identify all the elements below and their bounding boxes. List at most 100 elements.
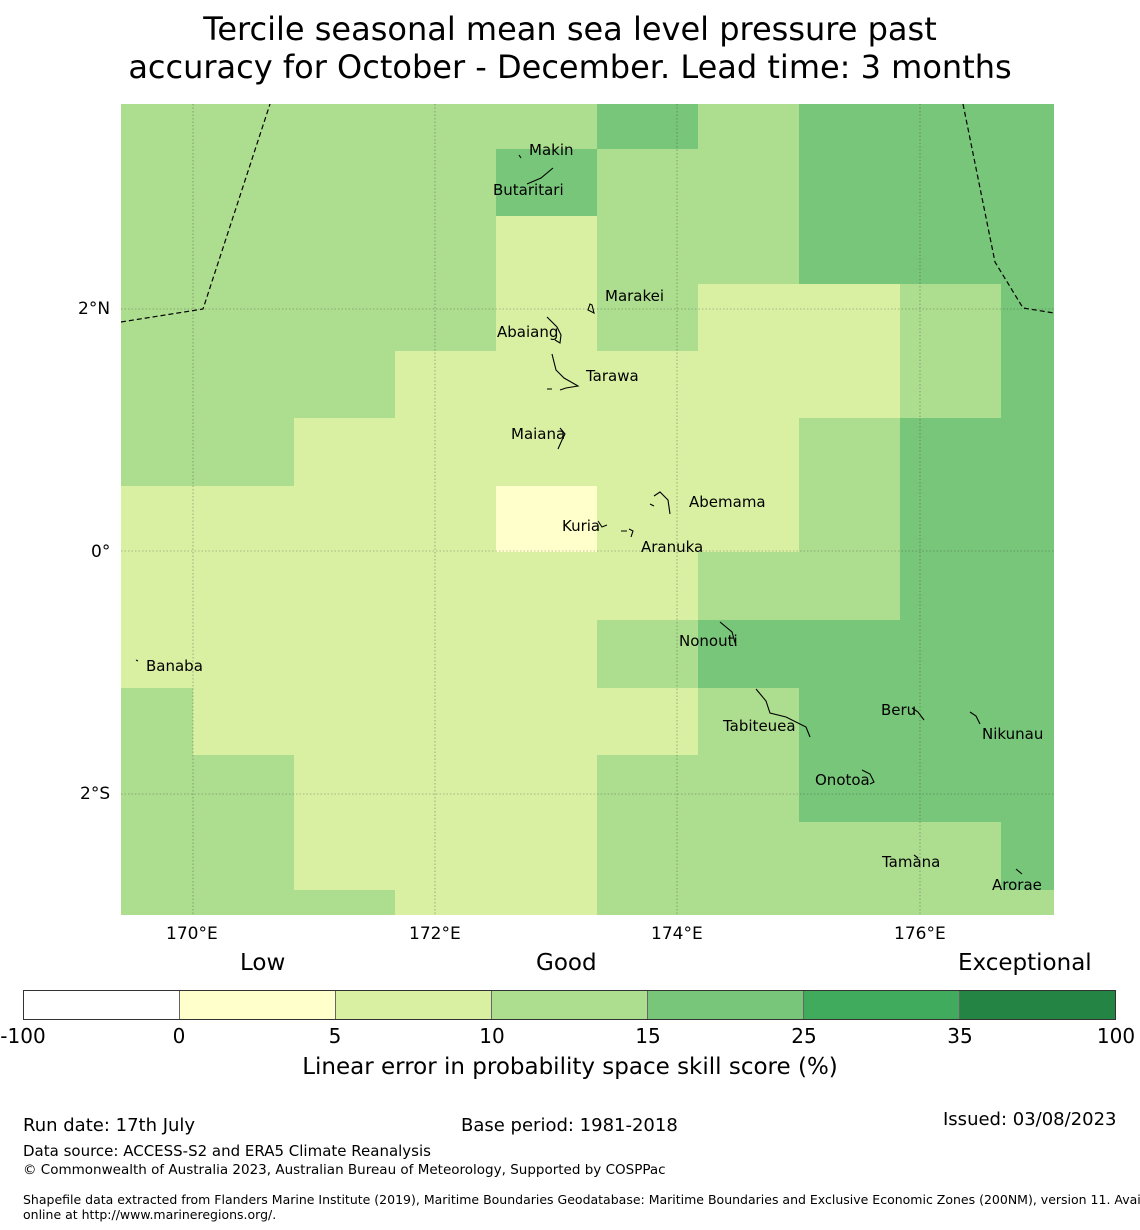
colorbar-tick: 5 (328, 1024, 342, 1048)
skill-cell (121, 486, 193, 552)
skill-cell (193, 822, 294, 890)
skill-cell (900, 688, 1001, 755)
skill-cell (1001, 104, 1054, 149)
skill-cell (698, 351, 799, 418)
colorbar-segment (492, 991, 648, 1019)
skill-cell (395, 104, 496, 149)
skill-cell (294, 620, 395, 688)
island-label-nonouti: Nonouti (679, 632, 738, 650)
map-title: Tercile seasonal mean sea level pressure… (0, 10, 1140, 86)
skill-cell (799, 418, 900, 486)
skill-cell (597, 149, 698, 216)
skill-cell (698, 418, 799, 486)
skill-cell (900, 486, 1001, 552)
shapefile-credit-2: online at http://www.marineregions.org/. (23, 1207, 277, 1222)
skill-cell (121, 284, 193, 351)
maiana-outline (557, 427, 566, 450)
skill-cell (193, 890, 294, 915)
title-line-1: Tercile seasonal mean sea level pressure… (203, 10, 937, 48)
skill-cell (799, 486, 900, 552)
skill-cell (121, 216, 193, 284)
colorbar-tick: 10 (479, 1024, 505, 1048)
skill-cell (193, 688, 294, 755)
skill-cell (1001, 284, 1054, 351)
eez-boundary-east (962, 103, 1055, 314)
island-label-aranuka: Aranuka (641, 538, 703, 556)
skill-cell (597, 351, 698, 418)
skill-cell (597, 216, 698, 284)
colorbar (23, 990, 1116, 1020)
skill-cell (294, 688, 395, 755)
lon-label-176: 176°E (894, 924, 946, 944)
skill-cell (597, 486, 698, 552)
skill-cell (294, 552, 395, 620)
skill-cell (496, 104, 597, 149)
skill-cell (1001, 890, 1054, 915)
island-label-marakei: Marakei (605, 287, 664, 305)
skill-cell (294, 284, 395, 351)
skill-cell (121, 149, 193, 216)
island-label-tarawa: Tarawa (585, 367, 639, 385)
nonouti-outline (719, 621, 737, 647)
skill-cell (900, 755, 1001, 822)
skill-cell (121, 418, 193, 486)
skill-cell (698, 552, 799, 620)
nikunau-outline (969, 711, 981, 725)
island-labels: Makin Butaritari Marakei Abaiang Tarawa Maian… (146, 141, 1043, 894)
skill-cell (799, 216, 900, 284)
skill-cell (698, 755, 799, 822)
skill-cell (900, 149, 1001, 216)
run-date: Run date: 17th July (23, 1115, 196, 1136)
skill-cell (1001, 552, 1054, 620)
island-label-maiana: Maiana (511, 425, 565, 443)
skill-cell (1001, 351, 1054, 418)
skill-cell (799, 351, 900, 418)
skill-cell (799, 620, 900, 688)
skill-cell (294, 418, 395, 486)
skill-cell (121, 351, 193, 418)
skill-cell (799, 552, 900, 620)
skill-cell (294, 486, 395, 552)
lat-label-2n: 2°N (78, 299, 111, 319)
onotoa-outline (861, 769, 875, 785)
eez-boundary-west (120, 103, 271, 323)
skill-cell (496, 418, 597, 486)
skill-cell (193, 418, 294, 486)
marakei-outline (587, 303, 595, 315)
skill-cell (121, 890, 193, 915)
colorbar-tick: 35 (947, 1024, 973, 1048)
skill-cell (698, 620, 799, 688)
colorbar-tick: 100 (1096, 1024, 1136, 1048)
skill-cell (294, 216, 395, 284)
category-low: Low (240, 950, 286, 976)
skill-cell (395, 890, 496, 915)
colorbar-label: Linear error in probability space skill … (302, 1054, 838, 1080)
skill-cell (900, 552, 1001, 620)
island-label-abemama: Abemama (689, 493, 766, 511)
skill-cell (698, 822, 799, 890)
base-period: Base period: 1981-2018 (461, 1115, 678, 1136)
tarawa-outline (547, 353, 580, 391)
beru-outline (911, 707, 925, 721)
skill-cell (395, 688, 496, 755)
colorbar-segment (336, 991, 492, 1019)
tamana-outline (913, 854, 919, 859)
island-outlines (135, 154, 1023, 875)
skill-cell (294, 890, 395, 915)
copyright: © Commonwealth of Australia 2023, Austra… (23, 1162, 666, 1178)
skill-cell (395, 620, 496, 688)
skill-cell (698, 284, 799, 351)
skill-cell (395, 486, 496, 552)
issued-date: Issued: 03/08/2023 (943, 1109, 1117, 1130)
skill-cell (193, 216, 294, 284)
skill-cell (193, 486, 294, 552)
skill-cell (496, 351, 597, 418)
skill-cell (900, 890, 1001, 915)
graticule (121, 104, 1054, 915)
skill-cell (121, 552, 193, 620)
skill-cell (597, 620, 698, 688)
skill-cell (1001, 216, 1054, 284)
skill-cell (1001, 486, 1054, 552)
island-label-tamana: Tamana (881, 853, 940, 871)
